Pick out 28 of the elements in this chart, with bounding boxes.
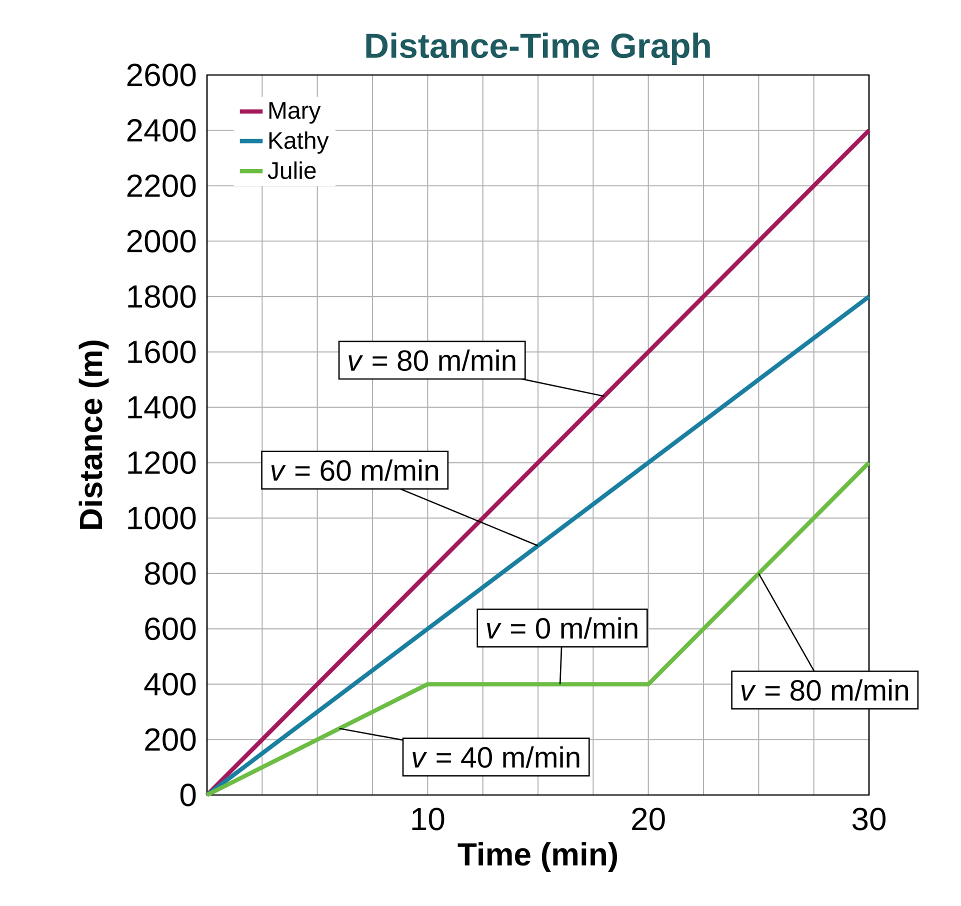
annotation: v = 80 m/min: [348, 349, 516, 371]
y-tick-label: 2600: [127, 64, 196, 86]
y-tick-label: 200: [145, 728, 196, 751]
y-axis-title: Distance (m): [78, 340, 109, 529]
y-tick-label: 0: [180, 784, 196, 806]
y-tick-label: 1600: [128, 340, 196, 364]
y-tick-label: 1400: [128, 396, 196, 419]
annotation: v = 80 m/min: [741, 679, 908, 701]
y-tick-label: 1200: [128, 451, 196, 474]
x-tick-label: 30: [852, 808, 886, 830]
y-tick-label: 1000: [128, 506, 196, 530]
y-tick-label: 600: [145, 618, 196, 640]
annotation: v = 40 m/min: [412, 746, 580, 768]
annotation: v = 60 m/min: [271, 459, 438, 481]
y-tick-label: 800: [144, 562, 196, 585]
legend-label: Julie: [268, 161, 316, 180]
x-axis-title: Time (min): [458, 842, 617, 872]
y-tick-label: 2400: [127, 119, 196, 142]
annotation: v = 0 m/min: [486, 617, 638, 639]
y-tick-label: 2200: [127, 174, 196, 198]
x-tick-label: 10: [412, 808, 444, 830]
y-tick-label: 2000: [127, 230, 196, 252]
y-tick-label: 400: [144, 672, 196, 696]
x-tick-label: 20: [632, 808, 665, 830]
y-tick-label: 1800: [128, 285, 196, 308]
legend-label: Mary: [269, 102, 321, 124]
chart-title: Distance-Time Graph: [366, 32, 710, 65]
legend-label: Kathy: [269, 131, 329, 154]
